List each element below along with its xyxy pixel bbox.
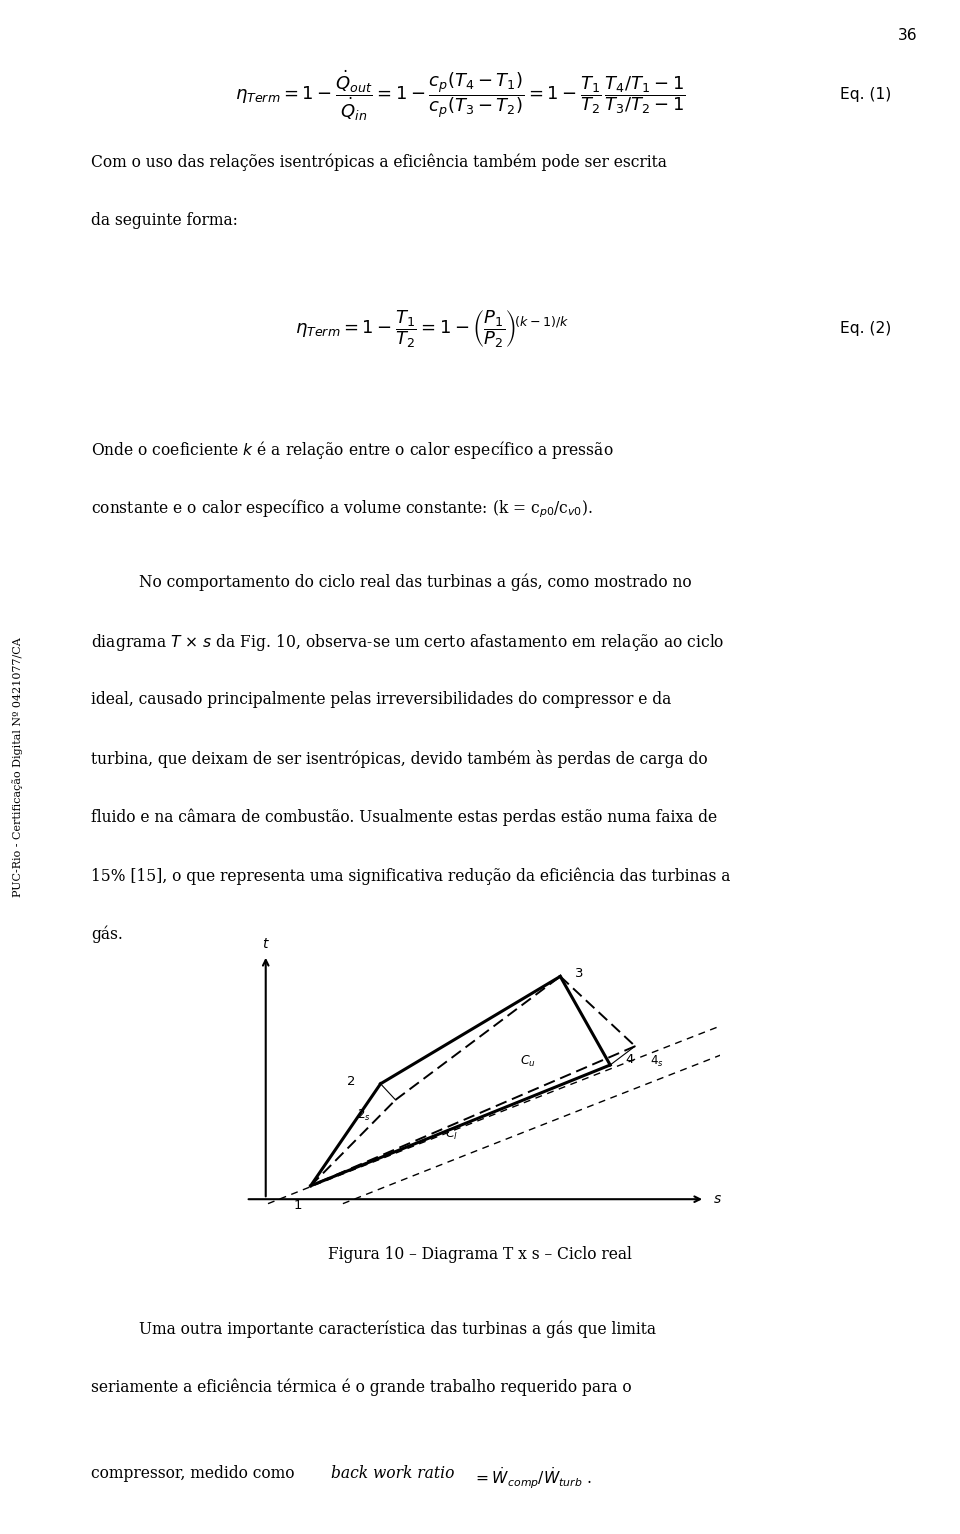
Text: $\eta_{Term} = 1 - \dfrac{\dot{Q}_{out}}{\dot{Q}_{in}} = 1 - \dfrac{c_p\left(T_4: $\eta_{Term} = 1 - \dfrac{\dot{Q}_{out}}…: [235, 69, 686, 123]
Text: diagrama $T$ $\times$ $s$ da Fig. 10, observa-se um certo afastamento em relação: diagrama $T$ $\times$ $s$ da Fig. 10, ob…: [91, 632, 725, 653]
Text: $\eta_{Term} = 1 - \dfrac{T_1}{T_2} = 1 - \left(\dfrac{P_1}{P_2}\right)^{\!(k-1): $\eta_{Term} = 1 - \dfrac{T_1}{T_2} = 1 …: [295, 308, 569, 350]
Text: Eq. (1): Eq. (1): [840, 87, 891, 103]
Text: gás.: gás.: [91, 925, 123, 943]
Text: fluido e na câmara de combustão. Usualmente estas perdas estão numa faixa de: fluido e na câmara de combustão. Usualme…: [91, 808, 717, 825]
Text: 4$_s$: 4$_s$: [650, 1054, 663, 1069]
Text: Figura 10 – Diagrama T x s – Ciclo real: Figura 10 – Diagrama T x s – Ciclo real: [328, 1246, 632, 1264]
Text: turbina, que deixam de ser isentrópicas, devido também às perdas de carga do: turbina, que deixam de ser isentrópicas,…: [91, 750, 708, 767]
Text: back work ratio: back work ratio: [331, 1465, 455, 1482]
Text: No comportamento do ciclo real das turbinas a gás, como mostrado no: No comportamento do ciclo real das turbi…: [139, 574, 692, 591]
Text: 36: 36: [898, 28, 917, 43]
Text: da seguinte forma:: da seguinte forma:: [91, 212, 238, 229]
Text: 4: 4: [625, 1054, 634, 1066]
Text: ideal, causado principalmente pelas irreversibilidades do compressor e da: ideal, causado principalmente pelas irre…: [91, 690, 671, 709]
Text: 2: 2: [348, 1075, 355, 1088]
Text: $s$: $s$: [712, 1192, 722, 1206]
Text: Com o uso das relações isentrópicas a eficiência também pode ser escrita: Com o uso das relações isentrópicas a ef…: [91, 153, 667, 170]
Text: $t$: $t$: [262, 937, 270, 951]
Text: 2$_s$: 2$_s$: [357, 1108, 371, 1123]
Text: compressor, medido como: compressor, medido como: [91, 1465, 300, 1482]
Text: 3: 3: [575, 968, 584, 980]
Text: Onde o coeficiente $k$ é a relação entre o calor específico a pressão: Onde o coeficiente $k$ é a relação entre…: [91, 439, 613, 462]
Text: $C_u$: $C_u$: [520, 1054, 537, 1069]
Text: 15% [15], o que representa uma significativa redução da eficiência das turbinas : 15% [15], o que representa uma significa…: [91, 867, 731, 885]
Text: $= \dot{W}_{comp}/\dot{W}_{turb}$ .: $= \dot{W}_{comp}/\dot{W}_{turb}$ .: [468, 1465, 592, 1491]
Text: Uma outra importante característica das turbinas a gás que limita: Uma outra importante característica das …: [139, 1319, 657, 1338]
Text: $C_l$: $C_l$: [445, 1126, 459, 1141]
Text: PUC-Rio - Certificação Digital Nº 0421077/CA: PUC-Rio - Certificação Digital Nº 042107…: [12, 637, 23, 897]
Text: Eq. (2): Eq. (2): [840, 321, 891, 336]
Text: 1: 1: [294, 1200, 302, 1212]
Text: seriamente a eficiência térmica é o grande trabalho requerido para o: seriamente a eficiência térmica é o gran…: [91, 1379, 632, 1396]
Text: constante e o calor específico a volume constante: (k = c$_{p0}$/c$_{v0}$).: constante e o calor específico a volume …: [91, 497, 593, 520]
